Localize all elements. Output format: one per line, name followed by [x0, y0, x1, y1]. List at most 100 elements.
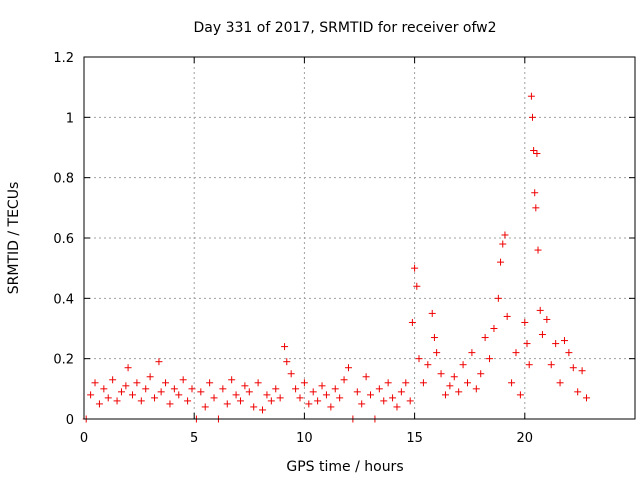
data-point	[380, 397, 388, 405]
data-point	[122, 382, 130, 390]
data-point	[583, 394, 591, 402]
data-point	[437, 370, 445, 378]
data-point	[314, 397, 322, 405]
y-tick-label: 0.8	[53, 172, 74, 187]
y-tick-label: 0.2	[53, 353, 74, 368]
data-point	[283, 358, 291, 366]
data-point	[166, 400, 174, 408]
data-point	[184, 397, 192, 405]
data-point	[250, 403, 258, 411]
data-points-layer	[82, 92, 591, 423]
data-point	[413, 282, 421, 290]
data-point	[124, 364, 132, 372]
data-point	[450, 373, 458, 381]
x-tick-label: 20	[517, 431, 534, 446]
data-point	[532, 204, 540, 212]
data-point	[254, 379, 262, 387]
data-point	[137, 397, 145, 405]
data-point	[228, 376, 236, 384]
data-point	[91, 379, 99, 387]
data-point	[433, 349, 441, 357]
data-point	[179, 376, 187, 384]
data-point	[309, 388, 317, 396]
data-point	[490, 325, 498, 332]
x-tick-label: 15	[406, 431, 423, 446]
data-point	[358, 400, 366, 408]
data-point	[300, 379, 308, 387]
data-point	[201, 403, 209, 411]
data-point	[344, 364, 352, 372]
data-point	[336, 394, 344, 402]
y-tick-label: 0.4	[53, 292, 74, 307]
data-point	[516, 391, 524, 399]
data-point	[223, 400, 231, 408]
data-point	[402, 379, 410, 387]
data-point	[331, 385, 339, 393]
data-point	[197, 388, 205, 396]
data-point	[481, 334, 489, 342]
data-point	[455, 388, 463, 396]
data-point	[157, 388, 165, 396]
data-point	[151, 394, 159, 402]
data-point	[534, 246, 542, 254]
data-point	[219, 385, 227, 393]
data-point	[162, 379, 170, 387]
data-point	[318, 382, 326, 390]
data-point	[133, 379, 141, 387]
data-point	[263, 391, 271, 399]
data-point	[87, 391, 95, 399]
data-point	[322, 391, 330, 399]
data-point	[259, 406, 267, 414]
data-point	[547, 361, 555, 369]
data-point	[552, 340, 560, 348]
data-point	[393, 403, 401, 411]
chart-title: Day 331 of 2017, SRMTID for receiver ofw…	[193, 20, 496, 36]
data-point	[560, 337, 568, 345]
data-point	[428, 309, 436, 317]
data-point	[281, 343, 289, 351]
data-point	[512, 349, 520, 357]
data-point	[175, 391, 183, 399]
data-point	[236, 397, 244, 405]
data-point	[362, 373, 370, 381]
data-point	[170, 385, 178, 393]
data-point	[327, 403, 335, 411]
data-point	[406, 397, 414, 405]
data-point	[397, 388, 405, 396]
data-point	[486, 355, 494, 363]
data-point	[503, 312, 511, 320]
ticks-layer: 0 0.2 0.4 0.6 0.8 1 1.2 0 5 10 15 20	[53, 51, 635, 446]
y-tick-label: 0.6	[53, 232, 74, 247]
data-point	[569, 364, 577, 372]
data-point	[536, 306, 544, 314]
data-point	[468, 349, 476, 357]
x-axis-label: GPS time / hours	[286, 459, 403, 475]
y-tick-label: 1	[66, 111, 74, 126]
data-point	[578, 367, 586, 375]
data-point	[232, 391, 240, 399]
y-axis-label: SRMTID / TECUs	[6, 182, 22, 295]
data-point	[296, 394, 304, 402]
data-point	[188, 385, 196, 393]
data-point	[241, 382, 249, 390]
plot-frame	[83, 56, 636, 420]
data-point	[525, 361, 533, 369]
data-point	[375, 385, 383, 393]
data-point	[389, 394, 397, 402]
data-point	[100, 385, 108, 393]
data-point	[499, 240, 507, 248]
data-point	[305, 400, 313, 408]
data-point	[146, 373, 154, 381]
data-point	[117, 388, 125, 396]
data-point	[494, 294, 502, 302]
data-point	[501, 231, 509, 239]
data-point	[430, 334, 438, 342]
data-point	[142, 385, 150, 393]
data-point	[472, 385, 480, 393]
data-point	[521, 318, 529, 326]
data-point	[531, 189, 539, 197]
data-point	[529, 113, 537, 121]
data-point	[276, 394, 284, 402]
